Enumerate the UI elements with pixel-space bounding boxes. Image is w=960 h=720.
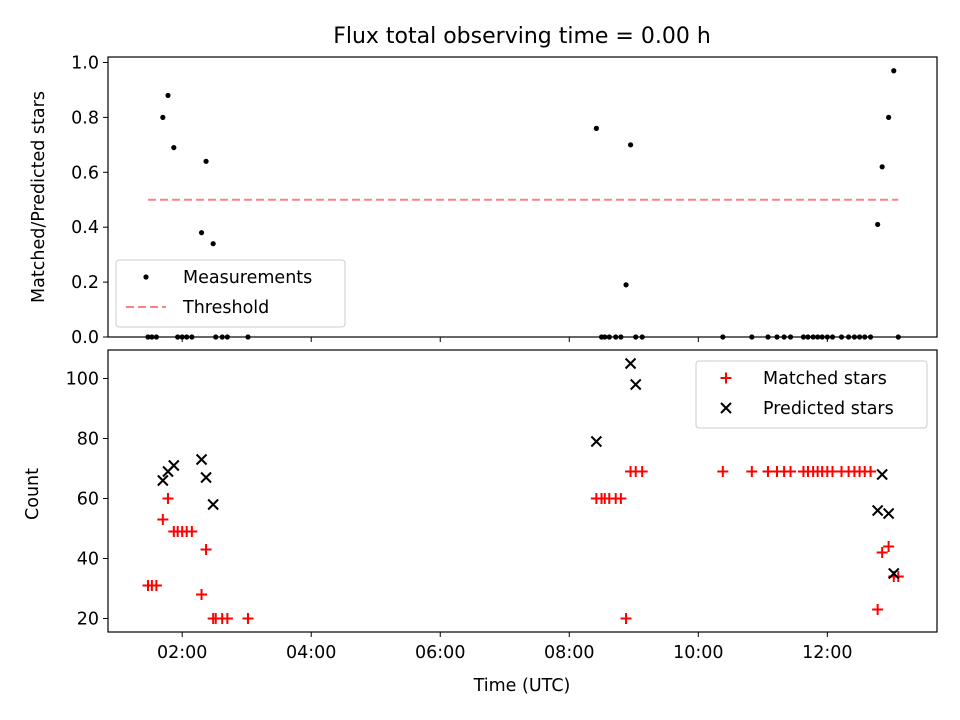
predicted-star-point xyxy=(882,507,895,520)
y-tick-label: 60 xyxy=(77,490,99,510)
measurement-point xyxy=(160,114,166,120)
predicted-star-point xyxy=(157,474,169,487)
predicted-star-point xyxy=(207,498,219,511)
predicted-star-point xyxy=(200,471,212,484)
predicted-star-point xyxy=(195,453,208,466)
matched-star-point xyxy=(636,466,648,477)
y-tick-label: 0.6 xyxy=(71,163,99,183)
chart-title: Flux total observing time = 0.00 h xyxy=(333,24,711,49)
bottom-yaxis-label: Count xyxy=(23,468,43,520)
matched-star-point xyxy=(746,466,758,477)
y-tick-label: 40 xyxy=(77,550,99,570)
matched-star-point xyxy=(883,541,895,552)
measurement-point xyxy=(875,221,881,228)
measurement-point xyxy=(879,164,885,170)
predicted-star-point xyxy=(888,567,900,580)
matched-star-point xyxy=(186,526,198,537)
measurement-point xyxy=(886,114,892,120)
predicted-star-point xyxy=(624,357,637,370)
axes-frame xyxy=(107,349,938,633)
matched-star-point xyxy=(620,613,632,624)
x-tick-label: 10:00 xyxy=(673,643,723,663)
y-tick-label: 0.8 xyxy=(71,108,99,128)
measurement-point xyxy=(203,158,209,164)
x-tick-label: 08:00 xyxy=(544,643,594,663)
bottom-axes: 20 40 60 80 100 02:00 04:00 06:00 08:00 10:00 12:0… xyxy=(66,349,938,663)
y-tick-label: 100 xyxy=(66,370,99,390)
legend-bottom: Matched stars Predicted stars xyxy=(695,360,928,429)
matched-star-point xyxy=(196,589,208,600)
matched-star-point xyxy=(785,466,797,477)
legend-label: Predicted stars xyxy=(763,399,894,419)
matched-star-point xyxy=(242,613,254,624)
x-tick-label: 12:00 xyxy=(802,643,852,663)
top-axes: 0.0 0.2 0.4 0.6 0.8 1.0 Measurements Threshold xyxy=(71,53,938,348)
legend-top: Measurements Threshold xyxy=(115,259,346,328)
legend-box xyxy=(115,259,346,328)
legend-label: Threshold xyxy=(182,298,269,318)
x-tick-label: 06:00 xyxy=(415,643,465,663)
legend-marker xyxy=(720,372,732,384)
matched-star-point xyxy=(865,466,877,477)
legend-label: Matched stars xyxy=(763,369,887,389)
matched-star-point xyxy=(157,514,169,525)
measurement-point xyxy=(210,241,216,247)
y-tick-label: 0.4 xyxy=(71,218,99,238)
matched-star-point xyxy=(892,571,904,582)
legend-box xyxy=(695,360,928,429)
measurement-point xyxy=(593,125,599,131)
bottom-xaxis-label: Time (UTC) xyxy=(473,676,571,696)
measurement-point xyxy=(171,144,177,151)
measurement-point xyxy=(623,282,629,288)
top-yaxis-label: Matched/Predicted stars xyxy=(29,91,49,303)
predicted-star-point xyxy=(876,468,888,481)
matched-star-point xyxy=(872,604,884,615)
x-tick-label: 02:00 xyxy=(157,643,207,663)
y-tick-label: 80 xyxy=(77,430,99,450)
matched-star-point xyxy=(162,493,174,504)
matched-star-point xyxy=(615,493,627,504)
legend-label: Measurements xyxy=(183,268,312,288)
predicted-star-point xyxy=(168,459,180,472)
predicted-star-point xyxy=(871,504,884,517)
predicted-star-point xyxy=(630,378,642,391)
matched-star-point xyxy=(717,466,729,477)
y-tick-label: 1.0 xyxy=(71,53,99,73)
matched-star-point xyxy=(200,544,212,555)
predicted-star-point xyxy=(590,435,603,448)
matched-star-point xyxy=(150,580,162,591)
y-tick-label: 0.2 xyxy=(71,273,99,293)
axes-frame xyxy=(107,56,938,338)
x-tick-label: 04:00 xyxy=(286,643,336,663)
matched-star-point xyxy=(876,547,888,558)
y-tick-label: 0.0 xyxy=(71,328,99,348)
measurement-point xyxy=(165,92,171,99)
y-tick-label: 20 xyxy=(77,610,99,630)
matched-star-point xyxy=(221,613,233,624)
measurement-point xyxy=(627,142,634,148)
measurement-point xyxy=(198,230,205,236)
measurement-point xyxy=(891,68,897,74)
legend-marker xyxy=(720,402,732,414)
legend-marker xyxy=(143,274,149,280)
